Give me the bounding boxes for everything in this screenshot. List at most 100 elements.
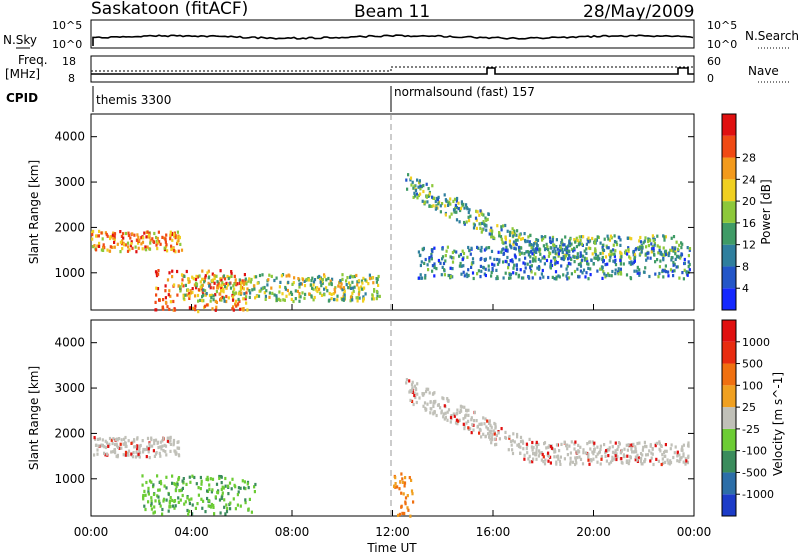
- heatmap-cell: [463, 220, 466, 225]
- heatmap-cell: [574, 462, 577, 467]
- heatmap-cell: [219, 511, 222, 515]
- heatmap-cell: [145, 248, 148, 252]
- heatmap-cell: [491, 262, 494, 266]
- heatmap-cell: [196, 293, 200, 298]
- heatmap-cell: [173, 232, 176, 236]
- heatmap-cell: [667, 253, 670, 258]
- heatmap-cell: [567, 244, 570, 248]
- heatmap-cell: [613, 252, 616, 256]
- heatmap-cell: [451, 260, 455, 264]
- heatmap-cell: [508, 436, 511, 440]
- heatmap-cell: [475, 226, 478, 230]
- heatmap-cell: [586, 442, 589, 446]
- heatmap-cell: [441, 202, 444, 206]
- heatmap-cell: [145, 447, 148, 451]
- heatmap-cell: [461, 249, 464, 253]
- heatmap-cell: [511, 448, 514, 452]
- heatmap-cell: [287, 273, 290, 277]
- heatmap-cell: [194, 506, 197, 510]
- heatmap-cell: [106, 248, 109, 252]
- heatmap-cell: [683, 268, 686, 272]
- heatmap-cell: [147, 447, 150, 451]
- heatmap-cell: [225, 281, 228, 285]
- heatmap-cell: [596, 452, 599, 456]
- heatmap-cell: [606, 262, 609, 266]
- heatmap-cell: [538, 451, 541, 455]
- heatmap-cell: [555, 245, 558, 249]
- heatmap-cell: [328, 282, 331, 286]
- heatmap-cell: [195, 274, 198, 278]
- heatmap-cell: [537, 454, 540, 458]
- heatmap-cell: [177, 476, 181, 480]
- heatmap-cell: [147, 235, 150, 239]
- heatmap-cell: [116, 453, 119, 457]
- heatmap-cell: [412, 402, 415, 407]
- heatmap-cell: [148, 456, 151, 460]
- heatmap-cell: [652, 236, 655, 240]
- heatmap-cell: [123, 437, 126, 441]
- heatmap-cell: [490, 226, 493, 230]
- colorbar-tick-label: -1000: [742, 488, 774, 501]
- heatmap-cell: [377, 283, 380, 287]
- heatmap-cell: [518, 252, 521, 256]
- heatmap-cell: [629, 256, 632, 260]
- heatmap-cell: [346, 276, 349, 280]
- heatmap-cell: [684, 457, 687, 461]
- colorbar-swatch: [722, 450, 736, 473]
- heatmap-cell: [656, 441, 659, 445]
- heatmap-cell: [164, 237, 167, 241]
- heatmap-cell: [549, 455, 552, 459]
- heatmap-cell: [485, 218, 488, 222]
- heatmap-cell: [674, 445, 677, 449]
- heatmap-cell: [203, 277, 206, 281]
- heatmap-cell: [183, 274, 186, 278]
- heatmap-cell: [155, 308, 158, 312]
- heatmap-cell: [444, 254, 447, 258]
- heatmap-cell: [191, 474, 194, 478]
- heatmap-cell: [407, 173, 410, 177]
- heatmap-cell: [310, 294, 313, 298]
- heatmap-cell: [506, 255, 509, 260]
- heatmap-cell: [419, 263, 422, 268]
- heatmap-cell: [128, 248, 131, 252]
- heatmap-cell: [355, 296, 358, 300]
- heatmap-cell: [664, 264, 667, 268]
- heatmap-cell: [470, 431, 473, 435]
- heatmap-cell: [404, 476, 407, 480]
- heatmap-cell: [558, 449, 561, 453]
- heatmap-cell: [253, 287, 256, 291]
- heatmap-cell: [584, 451, 587, 455]
- heatmap-cell: [489, 423, 492, 427]
- heatmap-cell: [531, 448, 534, 452]
- heatmap-cell: [231, 307, 234, 311]
- heatmap-cell: [674, 252, 677, 256]
- heatmap-cell: [608, 253, 611, 257]
- heatmap-cell: [663, 238, 666, 242]
- heatmap-cell: [467, 426, 470, 430]
- heatmap-cell: [270, 274, 273, 278]
- heatmap-cell: [245, 301, 248, 305]
- heatmap-cell: [175, 484, 178, 489]
- heatmap-cell: [528, 460, 531, 464]
- heatmap-cell: [177, 446, 180, 450]
- heatmap-cell: [347, 286, 350, 290]
- heatmap-cell: [420, 260, 423, 264]
- heatmap-cell: [535, 250, 538, 254]
- heatmap-cell: [655, 457, 658, 461]
- heatmap-cell: [670, 256, 673, 260]
- heatmap-cell: [510, 246, 513, 250]
- heatmap-cell: [134, 445, 137, 449]
- heatmap-cell: [177, 284, 180, 288]
- heatmap-cell: [362, 276, 365, 280]
- heatmap-cell: [537, 267, 541, 271]
- heatmap-cell: [576, 252, 579, 256]
- y-tick-label: 3000: [54, 175, 85, 189]
- heatmap-cell: [145, 480, 148, 485]
- heatmap-cell: [253, 490, 256, 494]
- heatmap-cell: [234, 507, 237, 511]
- heatmap-cell: [549, 239, 552, 243]
- heatmap-cell: [453, 414, 456, 418]
- heatmap-cell: [616, 447, 619, 452]
- colorbar-swatch: [722, 472, 736, 495]
- heatmap-cell: [435, 267, 438, 271]
